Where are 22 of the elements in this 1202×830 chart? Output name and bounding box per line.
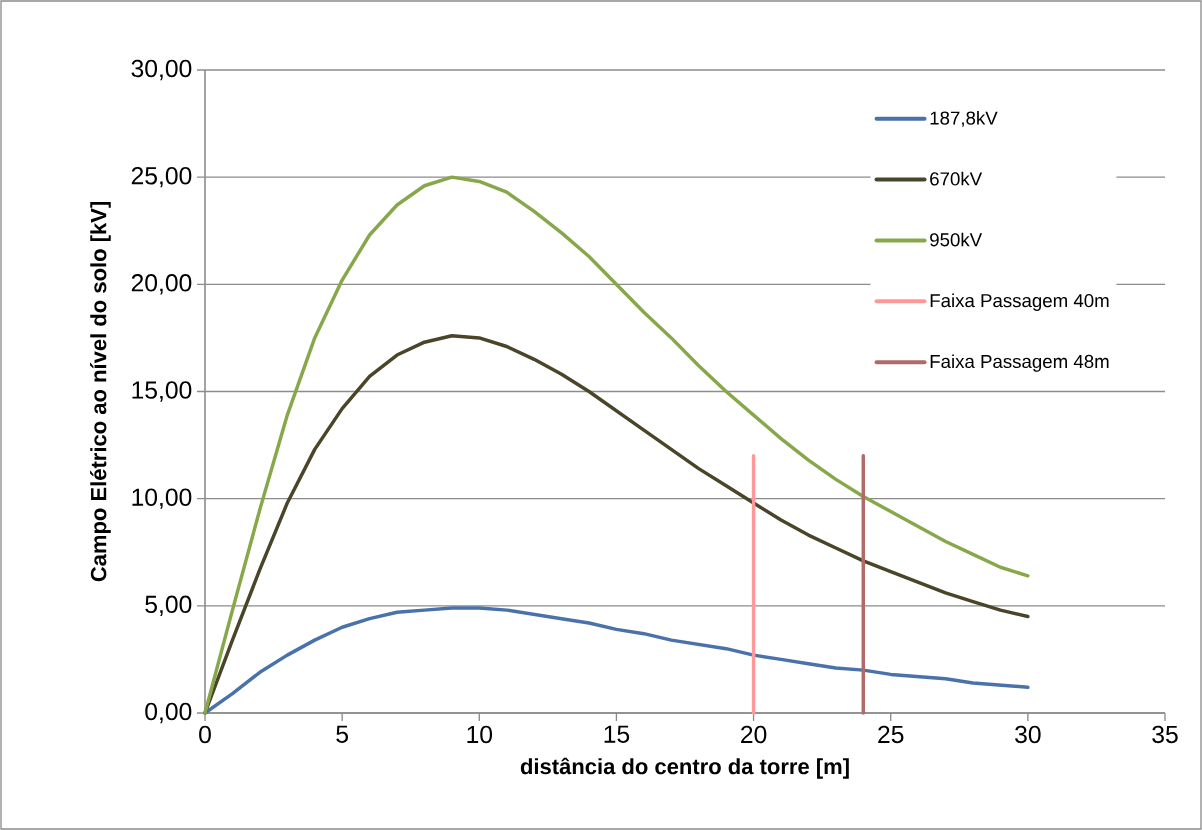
x-axis-title: distância do centro da torre [m]	[520, 757, 849, 779]
legend-label: 670kV	[930, 171, 983, 186]
legend-label: Faixa Passagem 48m	[930, 354, 1109, 372]
x-tick-label: 5	[336, 725, 348, 743]
legend-label: Faixa Passagem 40m	[930, 293, 1109, 311]
y-tick-label: 10,00	[132, 488, 192, 509]
y-tick-label: 0,00	[145, 702, 192, 724]
y-tick-label: 30,00	[131, 59, 192, 81]
legend-label: 950kV	[930, 232, 983, 247]
y-tick-label: 5,00	[145, 595, 192, 617]
x-tick-label: 30	[1015, 725, 1041, 744]
y-tick-label: 25,00	[131, 166, 192, 188]
y-axis-title: Campo Elétrico ao nível do solo [kV]	[90, 202, 111, 582]
legend-label: 187,8kV	[930, 110, 998, 127]
x-tick-label: 20	[741, 725, 767, 744]
x-tick-label: 25	[878, 725, 904, 744]
x-tick-label: 10	[467, 725, 493, 744]
x-tick-label: 35	[1152, 725, 1178, 744]
x-tick-label: 0	[199, 725, 211, 744]
y-tick-label: 20,00	[131, 274, 192, 295]
y-tick-label: 15,00	[132, 381, 192, 402]
x-tick-label: 15	[604, 725, 630, 743]
